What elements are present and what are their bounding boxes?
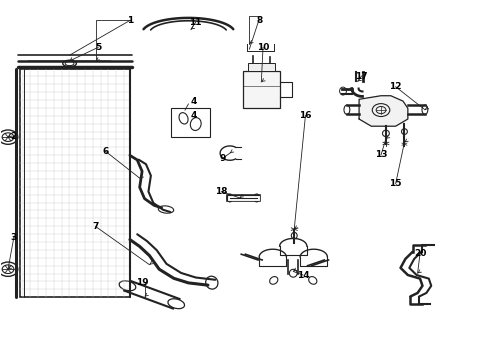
Polygon shape <box>358 96 407 126</box>
Text: 4: 4 <box>190 111 196 120</box>
Text: 15: 15 <box>388 179 401 188</box>
Ellipse shape <box>119 281 136 291</box>
Ellipse shape <box>226 194 232 202</box>
Text: 11: 11 <box>189 18 202 27</box>
Text: 5: 5 <box>95 43 101 52</box>
Ellipse shape <box>343 105 349 114</box>
Text: 9: 9 <box>219 154 225 163</box>
Ellipse shape <box>308 276 316 284</box>
Text: 6: 6 <box>102 147 108 156</box>
Ellipse shape <box>421 105 427 114</box>
Text: 20: 20 <box>413 249 426 258</box>
Text: 16: 16 <box>299 111 311 120</box>
Text: 18: 18 <box>215 187 227 196</box>
Ellipse shape <box>289 269 297 277</box>
Bar <box>247 63 274 71</box>
Text: 14: 14 <box>296 270 309 279</box>
Text: 4: 4 <box>190 96 196 105</box>
Bar <box>171 108 210 137</box>
Text: 1: 1 <box>126 16 133 25</box>
Ellipse shape <box>269 276 277 284</box>
Text: 3: 3 <box>11 233 17 242</box>
Text: 8: 8 <box>256 16 262 25</box>
Text: 7: 7 <box>92 222 99 231</box>
Ellipse shape <box>167 299 184 309</box>
Text: 12: 12 <box>388 82 401 91</box>
Text: 17: 17 <box>354 72 367 81</box>
Text: 19: 19 <box>136 278 148 287</box>
Text: 13: 13 <box>374 150 386 159</box>
Ellipse shape <box>253 194 259 202</box>
Bar <box>243 71 279 108</box>
Text: 10: 10 <box>256 43 269 52</box>
Ellipse shape <box>339 87 346 95</box>
Text: 2: 2 <box>11 132 17 141</box>
Bar <box>20 69 130 297</box>
